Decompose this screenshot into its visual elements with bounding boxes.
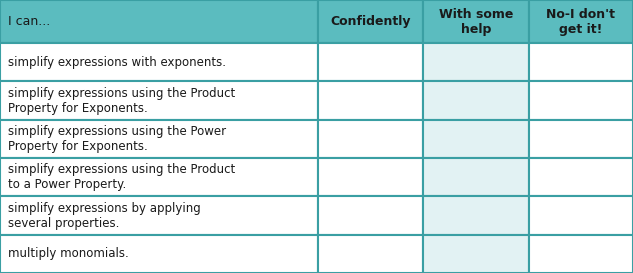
- Bar: [0, 0, 318, 43]
- Text: I can...: I can...: [8, 15, 50, 28]
- Text: simplify expressions by applying
several properties.: simplify expressions by applying several…: [8, 201, 201, 230]
- Bar: [0, 196, 318, 235]
- Text: Confidently: Confidently: [330, 15, 411, 28]
- Bar: [0, 43, 318, 81]
- Bar: [529, 120, 633, 158]
- Bar: [423, 0, 529, 43]
- Bar: [423, 158, 529, 196]
- Text: multiply monomials.: multiply monomials.: [8, 247, 128, 260]
- Text: With some
help: With some help: [439, 8, 513, 35]
- Bar: [529, 43, 633, 81]
- Bar: [0, 235, 318, 273]
- Bar: [529, 196, 633, 235]
- Text: simplify expressions using the Product
Property for Exponents.: simplify expressions using the Product P…: [8, 87, 235, 115]
- Bar: [423, 81, 529, 120]
- Bar: [423, 235, 529, 273]
- Bar: [318, 196, 423, 235]
- Bar: [318, 81, 423, 120]
- Bar: [0, 120, 318, 158]
- Text: simplify expressions using the Power
Property for Exponents.: simplify expressions using the Power Pro…: [8, 125, 226, 153]
- Bar: [318, 0, 423, 43]
- Bar: [318, 158, 423, 196]
- Bar: [423, 120, 529, 158]
- Text: simplify expressions using the Product
to a Power Property.: simplify expressions using the Product t…: [8, 163, 235, 191]
- Bar: [529, 235, 633, 273]
- Text: No-I don't
get it!: No-I don't get it!: [546, 8, 615, 35]
- Bar: [529, 0, 633, 43]
- Bar: [318, 43, 423, 81]
- Bar: [0, 158, 318, 196]
- Bar: [318, 120, 423, 158]
- Bar: [318, 235, 423, 273]
- Bar: [529, 81, 633, 120]
- Bar: [423, 196, 529, 235]
- Text: simplify expressions with exponents.: simplify expressions with exponents.: [8, 56, 225, 69]
- Bar: [0, 81, 318, 120]
- Bar: [423, 43, 529, 81]
- Bar: [529, 158, 633, 196]
